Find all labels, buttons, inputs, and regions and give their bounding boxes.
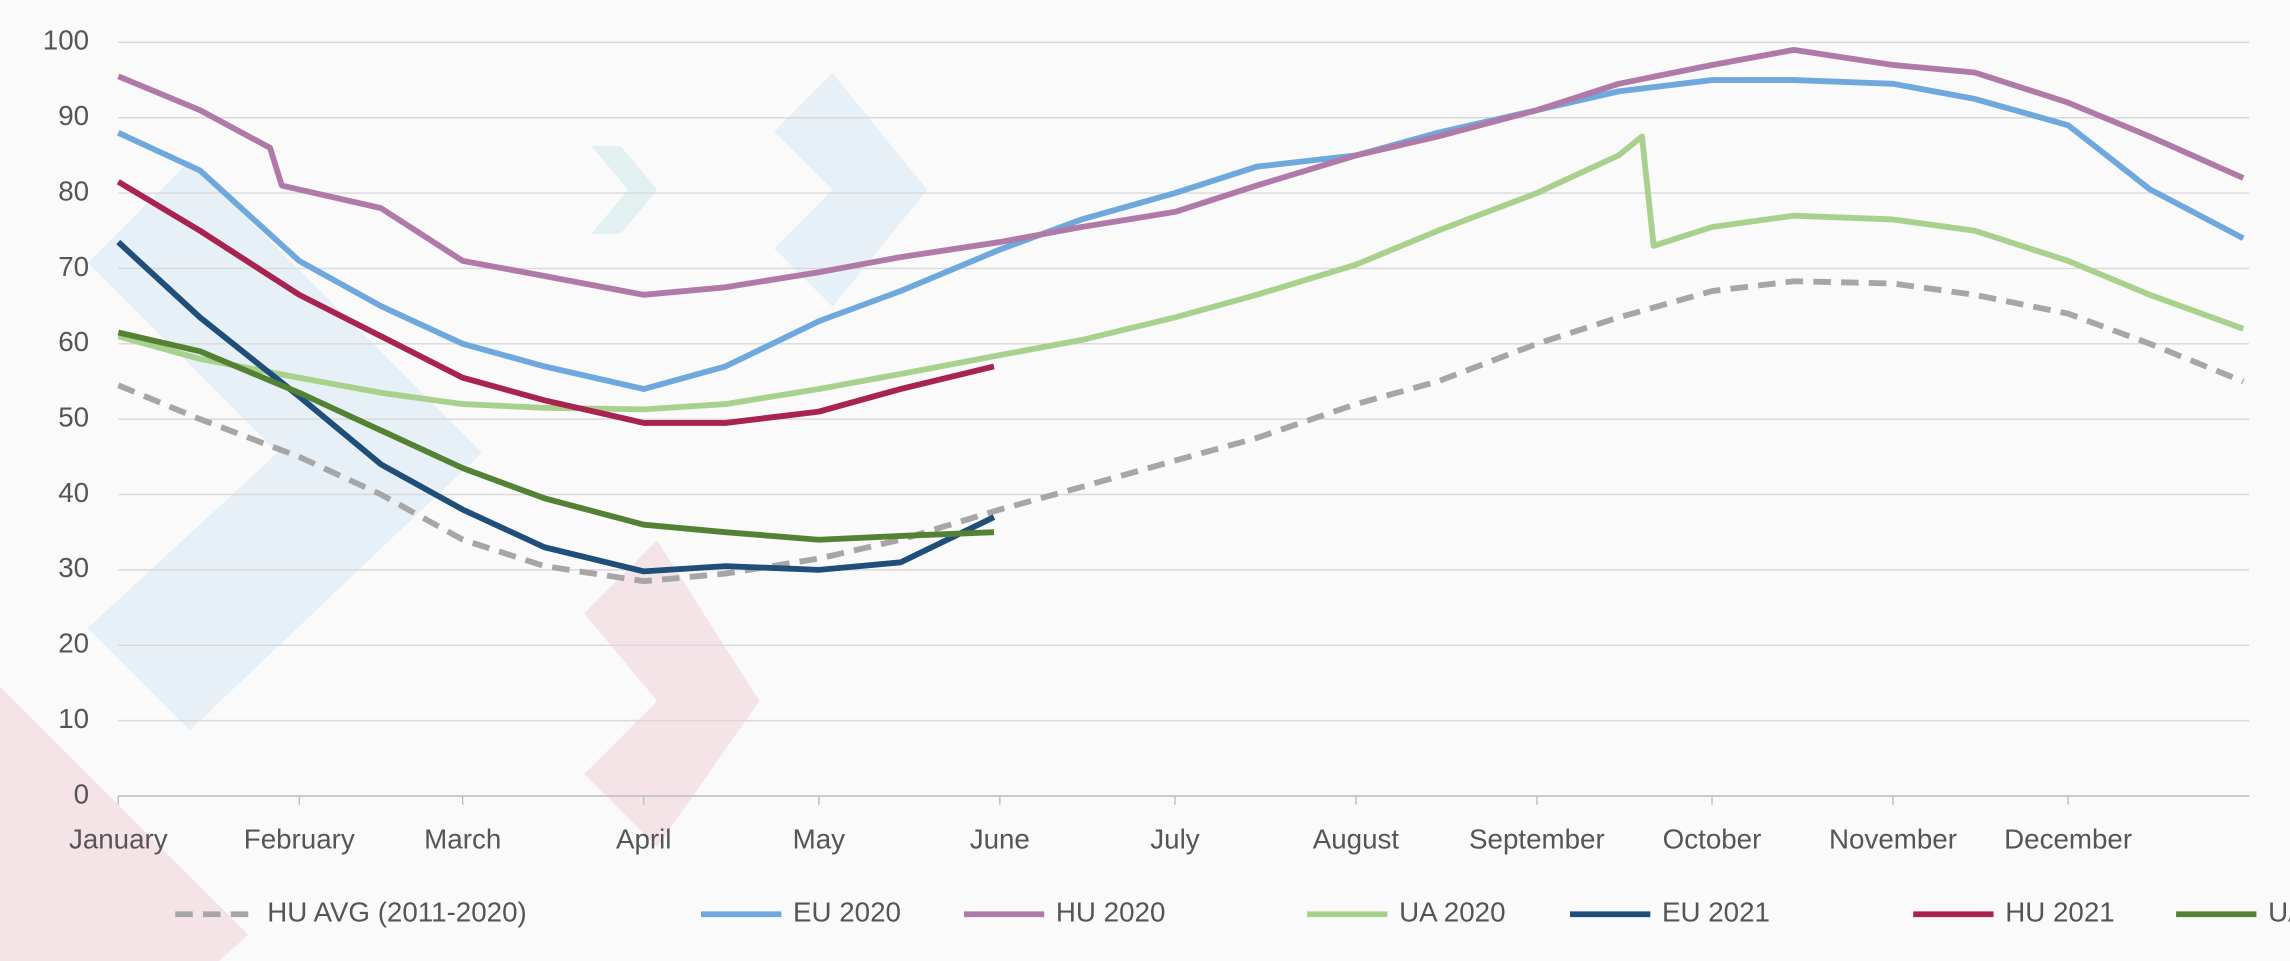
- x-tick-label: September: [1469, 824, 1605, 855]
- x-tick-label: October: [1663, 824, 1762, 855]
- legend-label: HU 2021: [2005, 897, 2114, 928]
- x-tick-label: March: [424, 824, 501, 855]
- x-tick-label: January: [69, 824, 168, 855]
- legend-label: UA 2020: [1399, 897, 1505, 928]
- chart: 0 10 20 30 40 50 60 70 80 90 100 January February Mar…: [0, 0, 2290, 961]
- x-tick-label: July: [1150, 824, 1199, 855]
- y-tick-label: 10: [58, 703, 89, 734]
- y-tick-label: 40: [58, 477, 89, 508]
- x-tick-label: February: [244, 824, 355, 855]
- legend-label: HU AVG (2011-2020): [267, 897, 526, 928]
- y-tick-label: 60: [58, 326, 89, 357]
- x-tick-label: April: [616, 824, 671, 855]
- legend-label: HU 2020: [1056, 897, 1165, 928]
- x-tick-label: May: [793, 824, 846, 855]
- x-tick-label: June: [970, 824, 1030, 855]
- y-tick-label: 0: [74, 778, 89, 809]
- y-tick-label: 50: [58, 401, 89, 432]
- x-tick-label: August: [1313, 824, 1400, 855]
- x-tick-label: December: [2004, 824, 2132, 855]
- y-tick-label: 20: [58, 628, 89, 659]
- legend-label: EU 2021: [1662, 897, 1770, 928]
- x-tick-label: November: [1829, 824, 1957, 855]
- y-tick-label: 100: [43, 25, 89, 56]
- legend-label: EU 2020: [793, 897, 901, 928]
- y-tick-label: 70: [58, 251, 89, 282]
- legend-label: UA 2021: [2268, 897, 2290, 928]
- y-tick-label: 30: [58, 552, 89, 583]
- y-tick-label: 80: [58, 175, 89, 206]
- y-tick-label: 90: [58, 100, 89, 131]
